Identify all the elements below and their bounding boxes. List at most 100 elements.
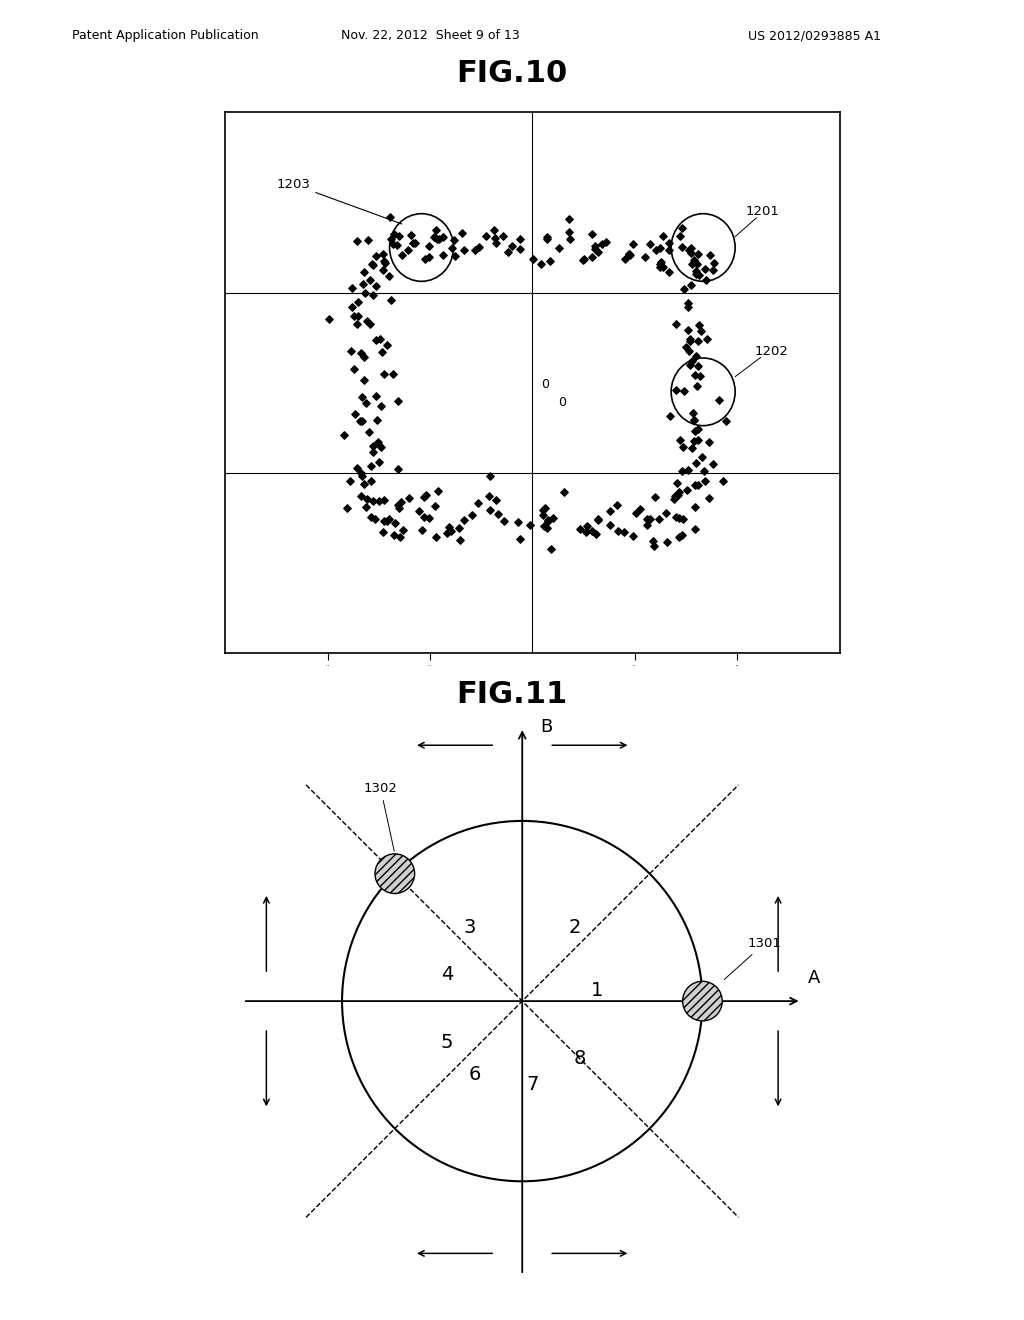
Point — [642, 508, 658, 529]
Point — [684, 437, 700, 458]
Point — [621, 244, 637, 265]
Point — [392, 527, 409, 548]
Text: 0: 0 — [558, 396, 566, 409]
Point — [442, 520, 459, 541]
Point — [383, 228, 399, 249]
Point — [355, 261, 372, 282]
Point — [675, 437, 691, 458]
Point — [360, 422, 377, 444]
Point — [394, 519, 411, 540]
Point — [652, 256, 669, 277]
Point — [590, 242, 606, 263]
Text: 1301: 1301 — [724, 937, 781, 979]
Point — [616, 521, 633, 543]
Point — [381, 265, 397, 286]
Point — [368, 246, 384, 267]
Point — [376, 490, 392, 511]
Point — [687, 420, 703, 441]
Point — [691, 364, 708, 385]
Point — [386, 223, 402, 244]
Point — [368, 329, 384, 350]
Point — [504, 236, 520, 257]
Point — [688, 346, 705, 367]
Text: A: A — [808, 969, 820, 986]
Point — [393, 491, 410, 512]
Point — [690, 474, 707, 495]
Point — [379, 511, 395, 532]
Point — [674, 236, 690, 257]
Point — [706, 252, 722, 273]
Circle shape — [683, 981, 722, 1020]
Point — [551, 238, 567, 259]
Point — [685, 409, 701, 430]
Point — [696, 470, 713, 491]
Text: 5: 5 — [440, 1034, 454, 1052]
Point — [575, 248, 592, 269]
Point — [451, 517, 467, 539]
Point — [675, 508, 691, 529]
Point — [535, 499, 551, 520]
Point — [428, 228, 444, 249]
Point — [430, 480, 446, 502]
Point — [362, 506, 379, 527]
Point — [356, 474, 373, 495]
Point — [639, 508, 655, 529]
Point — [416, 487, 432, 508]
Point — [512, 228, 528, 249]
Point — [500, 242, 516, 263]
Point — [399, 239, 416, 260]
Point — [556, 480, 572, 502]
Point — [382, 206, 398, 227]
Point — [356, 282, 373, 304]
Point — [361, 314, 378, 335]
Point — [680, 459, 696, 480]
Point — [362, 455, 379, 477]
Point — [371, 451, 387, 473]
Point — [357, 393, 374, 414]
Point — [678, 337, 694, 358]
Point — [650, 508, 667, 529]
Point — [439, 523, 456, 544]
Point — [684, 403, 700, 424]
Point — [689, 253, 706, 275]
Point — [427, 219, 443, 240]
Point — [477, 226, 494, 247]
Point — [672, 224, 688, 246]
Point — [339, 498, 355, 519]
Point — [642, 234, 658, 255]
Point — [486, 228, 503, 249]
Text: 1202: 1202 — [755, 345, 788, 358]
Point — [686, 475, 702, 496]
Text: 1: 1 — [591, 981, 604, 1001]
Point — [454, 222, 470, 243]
Point — [383, 289, 399, 310]
Point — [702, 244, 719, 265]
Point — [690, 331, 707, 352]
Point — [353, 411, 370, 432]
Text: B: B — [541, 718, 553, 737]
Text: 1203: 1203 — [276, 178, 401, 224]
Point — [456, 510, 472, 531]
Point — [344, 277, 360, 298]
Point — [376, 510, 392, 531]
Text: Patent Application Publication: Patent Application Publication — [72, 29, 258, 42]
Point — [689, 244, 706, 265]
Point — [655, 256, 672, 277]
Point — [718, 411, 734, 432]
Point — [587, 236, 603, 257]
Point — [539, 517, 555, 539]
Point — [686, 430, 702, 451]
Point — [354, 275, 371, 296]
Text: 6: 6 — [469, 1065, 481, 1084]
Point — [690, 418, 707, 440]
Point — [542, 251, 558, 272]
Text: 8: 8 — [573, 1049, 586, 1068]
Point — [369, 275, 385, 296]
Point — [356, 370, 373, 391]
Point — [374, 342, 390, 363]
Circle shape — [375, 854, 415, 894]
Point — [389, 235, 406, 256]
Point — [391, 498, 408, 519]
Point — [541, 511, 557, 532]
Point — [404, 232, 421, 253]
